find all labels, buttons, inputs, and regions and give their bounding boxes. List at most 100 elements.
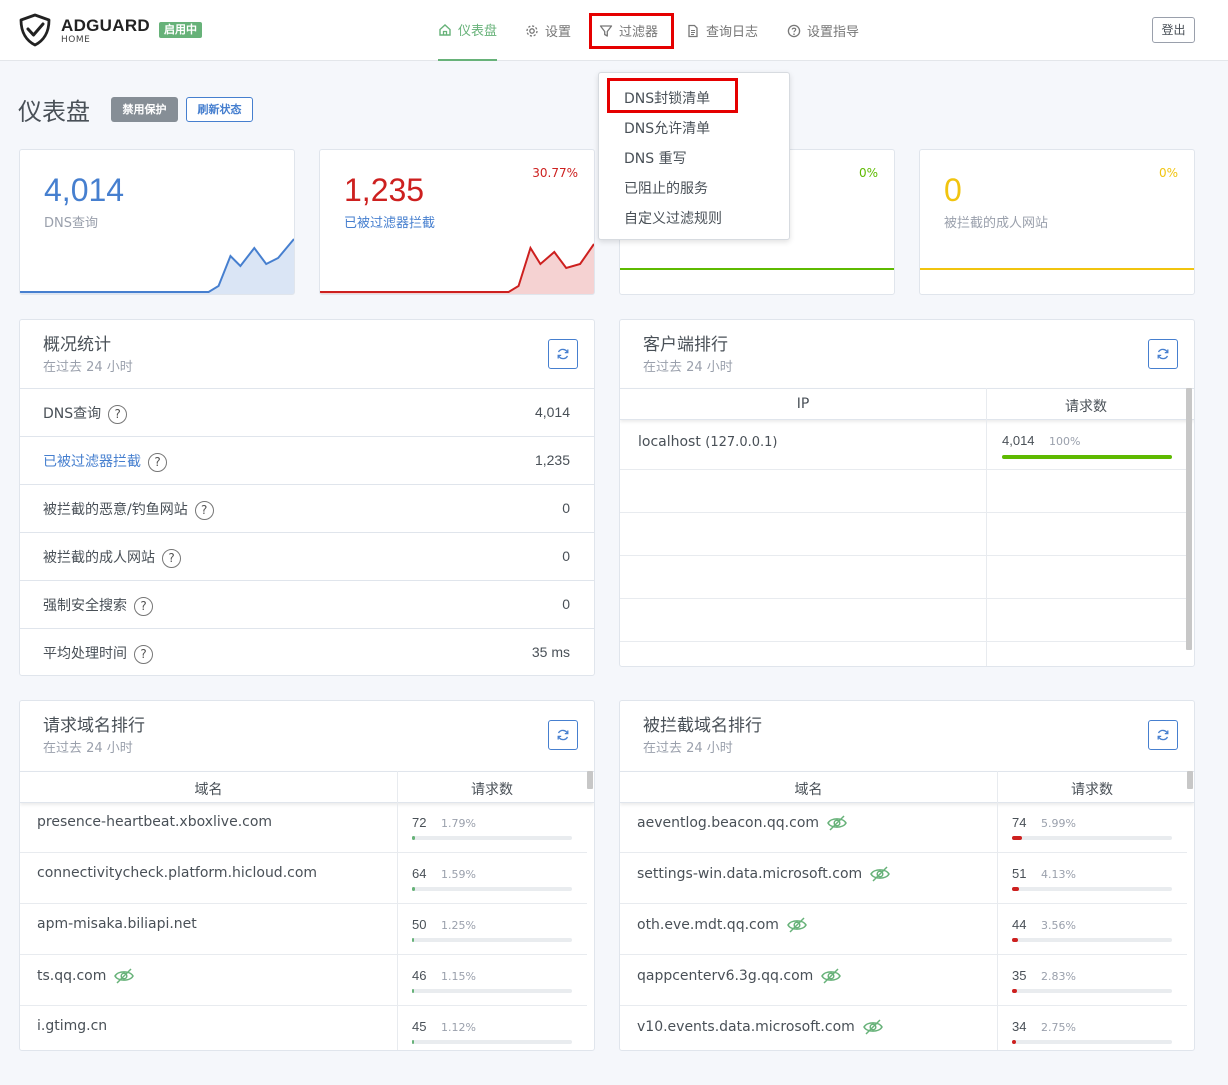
help-icon[interactable]: ? <box>148 452 167 472</box>
stat-row: 已被过滤器拦截? 1,235 <box>20 436 594 484</box>
help-icon[interactable]: ? <box>134 644 153 664</box>
menu-item-dns-rewrites[interactable]: DNS 重写 <box>624 151 687 167</box>
eye-off-icon <box>870 866 891 882</box>
col-domain-header[interactable]: 域名 <box>194 782 223 798</box>
domain-cell[interactable]: apm-misaka.biliapi.net <box>37 916 197 932</box>
domain-count: 46 <box>412 968 427 983</box>
domain-cell[interactable]: settings-win.data.microsoft.com <box>637 865 891 883</box>
help-icon[interactable]: ? <box>108 404 128 424</box>
nav-query-log-label: 查询日志 <box>706 25 759 40</box>
row-value: 0 <box>562 596 570 612</box>
domain-count: 64 <box>412 866 427 881</box>
domain-progress-bar <box>412 887 572 891</box>
domain-progress-bar <box>412 938 572 942</box>
domain-progress-bar <box>1012 836 1172 840</box>
domain-cell[interactable]: oth.eve.mdt.qq.com <box>637 916 808 934</box>
menu-item-custom-rules[interactable]: 自定义过滤规则 <box>624 211 722 227</box>
row-label: 被拦截的恶意/钓鱼网站 <box>43 502 188 518</box>
domain-count: 50 <box>412 917 427 932</box>
stat-percent: 0% <box>1158 166 1178 180</box>
nav-settings[interactable]: 设置 <box>525 0 571 61</box>
domain-percent: 3.56% <box>1041 919 1076 932</box>
col-count-header[interactable]: 请求数 <box>1065 399 1107 415</box>
scrollbar[interactable] <box>1187 771 1193 789</box>
document-icon <box>688 24 698 37</box>
scrollbar[interactable] <box>1186 388 1192 650</box>
domain-name: apm-misaka.biliapi.net <box>37 916 197 932</box>
col-count-header[interactable]: 请求数 <box>1071 782 1113 798</box>
row-label: 强制安全搜索 <box>43 598 127 614</box>
filter-icon <box>599 24 613 37</box>
menu-item-dns-blocklists[interactable]: DNS封锁清单 <box>624 91 711 107</box>
refresh-status-button[interactable]: 刷新状态 <box>186 97 253 122</box>
eye-off-icon <box>821 968 842 984</box>
domain-cell[interactable]: ts.qq.com <box>37 967 135 985</box>
help-icon[interactable]: ? <box>162 548 181 568</box>
domain-cell[interactable]: v10.events.data.microsoft.com <box>637 1018 884 1036</box>
disable-protection-button[interactable]: 禁用保护 <box>111 97 178 122</box>
top-clients-card: 客户端排行 在过去 24 小时 IP 请求数 localhost (127.0.… <box>619 319 1195 667</box>
nav-dashboard[interactable]: 仪表盘 <box>438 0 498 61</box>
card-subtitle: 在过去 24 小时 <box>643 741 733 756</box>
col-count-header[interactable]: 请求数 <box>471 782 513 798</box>
nav-setup-guide-label: 设置指导 <box>807 25 860 40</box>
menu-item-blocked-services[interactable]: 已阻止的服务 <box>624 181 708 197</box>
page-title: 仪表盘 <box>18 98 90 126</box>
stat-card-dns-queries: 4,014 DNS查询 <box>19 149 295 295</box>
domain-percent: 4.13% <box>1041 868 1076 881</box>
stat-row: DNS查询? 4,014 <box>20 388 594 436</box>
adguard-shield-logo[interactable] <box>18 13 52 47</box>
refresh-button[interactable] <box>1148 339 1178 369</box>
help-circle-icon <box>787 24 801 37</box>
refresh-button[interactable] <box>1148 720 1178 750</box>
sparkline-flat <box>920 268 1194 270</box>
domain-cell[interactable]: connectivitycheck.platform.hicloud.com <box>37 865 317 881</box>
domain-progress-bar <box>1012 989 1172 993</box>
eye-off-icon <box>862 1019 883 1035</box>
table-header: 域名 请求数 <box>20 771 594 803</box>
client-count: 4,014 <box>1002 433 1035 448</box>
refresh-button[interactable] <box>548 720 578 750</box>
filters-dropdown-menu: DNS封锁清单 DNS允许清单 DNS 重写 已阻止的服务 自定义过滤规则 <box>598 72 790 240</box>
refresh-icon <box>557 729 569 741</box>
domain-cell[interactable]: i.gtimg.cn <box>37 1018 107 1034</box>
row-value: 0 <box>562 500 570 516</box>
domain-cell[interactable]: aeventlog.beacon.qq.com <box>637 814 848 832</box>
col-ip-header[interactable]: IP <box>796 396 810 412</box>
domain-percent: 1.15% <box>441 970 476 983</box>
domain-count: 44 <box>1012 917 1027 932</box>
scrollbar[interactable] <box>587 771 593 789</box>
card-subtitle: 在过去 24 小时 <box>43 741 133 756</box>
stat-value: 0 <box>944 172 962 208</box>
domain-cell[interactable]: qappcenterv6.3g.qq.com <box>637 967 842 985</box>
stat-label: 被拦截的成人网站 <box>944 216 1049 231</box>
domain-name: i.gtimg.cn <box>37 1018 108 1034</box>
table-header: IP 请求数 <box>620 388 1194 420</box>
row-label-link[interactable]: 已被过滤器拦截 <box>43 454 141 470</box>
refresh-button[interactable] <box>548 339 578 369</box>
domain-name: qappcenterv6.3g.qq.com <box>637 968 814 984</box>
stat-row: 被拦截的恶意/钓鱼网站? 0 <box>20 484 594 532</box>
row-value: 4,014 <box>534 404 570 420</box>
brand-name: ADGUARD <box>61 16 150 35</box>
card-title: 客户端排行 <box>643 335 728 355</box>
nav-setup-guide[interactable]: 设置指导 <box>787 0 859 61</box>
stat-label: DNS查询 <box>44 216 98 231</box>
eye-off-icon <box>827 815 847 831</box>
home-icon <box>439 23 451 36</box>
nav-filters[interactable]: 过滤器 <box>599 0 658 61</box>
top-queried-domains-card: 请求域名排行 在过去 24 小时 域名 请求数 presence-heartbe… <box>19 700 595 1051</box>
help-icon[interactable]: ? <box>194 500 214 520</box>
domain-percent: 2.75% <box>1041 1021 1076 1034</box>
nav-query-log[interactable]: 查询日志 <box>686 0 758 61</box>
help-icon[interactable]: ? <box>134 596 153 616</box>
domain-percent: 1.25% <box>441 919 476 932</box>
domain-percent: 5.99% <box>1041 817 1076 830</box>
domain-percent: 1.79% <box>441 817 476 830</box>
menu-item-dns-allowlists[interactable]: DNS允许清单 <box>624 121 711 137</box>
client-name[interactable]: localhost (127.0.0.1) <box>638 434 777 450</box>
domain-percent: 1.59% <box>441 868 476 881</box>
domain-cell[interactable]: presence-heartbeat.xboxlive.com <box>37 814 272 830</box>
col-domain-header[interactable]: 域名 <box>794 782 823 798</box>
logout-button[interactable]: 登出 <box>1152 17 1195 43</box>
